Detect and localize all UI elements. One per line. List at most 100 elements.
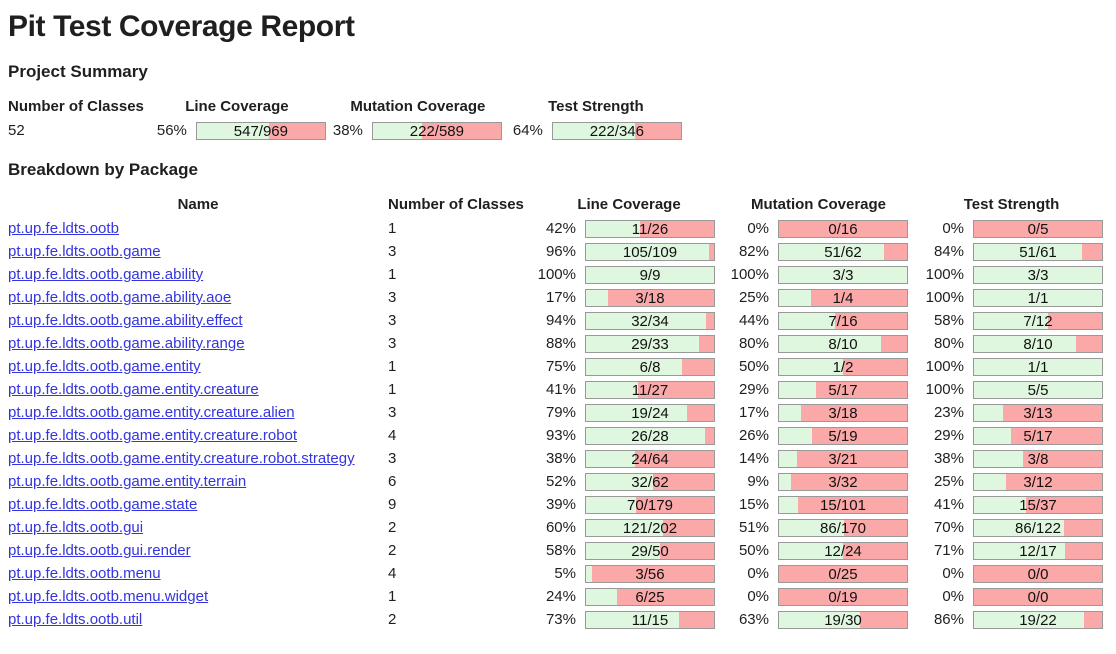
mutation-coverage-bar-fill <box>779 473 791 490</box>
line-coverage-bar: 29/50 <box>585 541 715 560</box>
mutation-coverage-bar-label: 3/3 <box>832 266 854 284</box>
line-coverage-bar: 24/64 <box>585 449 715 468</box>
test-strength-bar-fill <box>974 289 1102 306</box>
line-coverage-bar-fill <box>586 404 688 421</box>
mutation-coverage-bar-fill <box>779 335 882 352</box>
package-classes-value: 9 <box>388 496 397 513</box>
test-strength-pct: 23% <box>933 404 964 421</box>
test-strength-bar-fill <box>974 450 1023 467</box>
line-coverage-bar-label: 19/24 <box>631 404 669 422</box>
package-link[interactable]: pt.up.fe.ldts.ootb.menu <box>8 565 161 582</box>
line-coverage-bar-fill <box>586 450 635 467</box>
test-strength-bar-label: 3/12 <box>1023 473 1053 491</box>
package-row: pt.up.fe.ldts.ootb.menu 4 5% 3/56 0% 0/2… <box>8 562 1108 585</box>
test-strength-pct: 100% <box>925 381 964 398</box>
mutation-coverage-bar-fill <box>779 427 813 444</box>
package-row: pt.up.fe.ldts.ootb.game.entity.creature.… <box>8 401 1108 424</box>
test-strength-bar-fill <box>974 312 1049 329</box>
test-strength-bar-label: 3/8 <box>1027 450 1049 468</box>
test-strength-pct: 86% <box>933 611 964 628</box>
test-strength-bar-fill <box>974 519 1064 536</box>
package-link[interactable]: pt.up.fe.ldts.ootb.menu.widget <box>8 588 209 605</box>
line-coverage-bar-fill <box>586 565 593 582</box>
package-link[interactable]: pt.up.fe.ldts.ootb.game.entity.terrain <box>8 473 247 490</box>
line-coverage-bar-label: 29/33 <box>631 335 669 353</box>
line-coverage-bar-fill <box>586 358 682 375</box>
mutation-coverage-bar: 19/30 <box>778 610 908 629</box>
test-strength-pct: 84% <box>933 243 964 260</box>
line-coverage-bar-label: 3/56 <box>635 565 665 583</box>
test-strength-bar-fill <box>974 335 1077 352</box>
package-link[interactable]: pt.up.fe.ldts.ootb.game.ability.range <box>8 335 245 352</box>
mutation-coverage-bar: 1/4 <box>778 288 908 307</box>
line-coverage-pct: 96% <box>545 243 576 260</box>
package-link[interactable]: pt.up.fe.ldts.ootb.game.entity <box>8 358 201 375</box>
line-coverage-bar: 26/28 <box>585 426 715 445</box>
line-coverage-pct: 52% <box>545 473 576 490</box>
test-strength-bar-label: 7/12 <box>1023 312 1053 330</box>
summary-line-coverage-bar-fill <box>196 122 269 139</box>
test-strength-bar: 0/0 <box>973 564 1103 583</box>
mutation-coverage-bar-label: 3/32 <box>828 473 858 491</box>
package-classes-value: 3 <box>388 450 397 467</box>
package-row: pt.up.fe.ldts.ootb.game.entity 1 75% 6/8… <box>8 355 1108 378</box>
test-strength-bar-label: 1/1 <box>1027 289 1049 307</box>
package-link[interactable]: pt.up.fe.ldts.ootb.game.entity.creature.… <box>8 404 295 421</box>
package-link[interactable]: pt.up.fe.ldts.ootb.game.state <box>8 496 198 513</box>
package-link[interactable]: pt.up.fe.ldts.ootb.util <box>8 611 143 628</box>
line-coverage-bar-fill <box>586 289 608 306</box>
test-strength-bar: 3/12 <box>973 472 1103 491</box>
mutation-coverage-pct: 25% <box>738 289 769 306</box>
summary-test-strength-bar: 222/346 <box>551 121 682 140</box>
mutation-coverage-bar-label: 15/101 <box>820 496 866 514</box>
test-strength-bar: 3/3 <box>973 265 1103 284</box>
mutation-coverage-pct: 50% <box>738 358 769 375</box>
summary-row: 52 56% 547/969 38% 222/589 64% 222/346 <box>8 119 686 142</box>
test-strength-pct: 58% <box>933 312 964 329</box>
line-coverage-bar-fill <box>586 312 707 329</box>
test-strength-pct: 38% <box>933 450 964 467</box>
package-link[interactable]: pt.up.fe.ldts.ootb.gui.render <box>8 542 191 559</box>
test-strength-bar-label: 15/37 <box>1019 496 1057 514</box>
line-coverage-pct: 42% <box>545 220 576 237</box>
package-link[interactable]: pt.up.fe.ldts.ootb.game.ability.aoe <box>8 289 232 306</box>
mutation-coverage-bar-fill <box>779 496 799 513</box>
summary-test-strength-pct: 64% <box>512 122 543 139</box>
mutation-coverage-bar-label: 5/19 <box>828 427 858 445</box>
line-coverage-bar-fill <box>586 381 639 398</box>
line-coverage-bar: 11/26 <box>585 219 715 238</box>
mutation-coverage-pct: 29% <box>738 381 769 398</box>
package-link[interactable]: pt.up.fe.ldts.ootb.game.ability.effect <box>8 312 243 329</box>
package-link[interactable]: pt.up.fe.ldts.ootb.game.entity.creature.… <box>8 450 355 467</box>
test-strength-pct: 100% <box>925 289 964 306</box>
mutation-coverage-bar-label: 86/170 <box>820 519 866 537</box>
package-classes-value: 3 <box>388 335 397 352</box>
summary-line-coverage-bar: 547/969 <box>195 121 326 140</box>
package-link[interactable]: pt.up.fe.ldts.ootb.game.entity.creature.… <box>8 427 298 444</box>
package-link[interactable]: pt.up.fe.ldts.ootb <box>8 220 119 237</box>
package-link[interactable]: pt.up.fe.ldts.ootb.game.ability <box>8 266 204 283</box>
package-row: pt.up.fe.ldts.ootb.game.entity.terrain 6… <box>8 470 1108 493</box>
package-classes-value: 2 <box>388 542 397 559</box>
package-link[interactable]: pt.up.fe.ldts.ootb.game.entity.creature <box>8 381 259 398</box>
summary-test-strength-bar-label: 222/346 <box>589 122 644 140</box>
mutation-coverage-bar: 3/3 <box>778 265 908 284</box>
mutation-coverage-bar-label: 0/25 <box>828 565 858 583</box>
package-classes-value: 4 <box>388 565 397 582</box>
package-link[interactable]: pt.up.fe.ldts.ootb.game <box>8 243 161 260</box>
line-coverage-bar: 121/202 <box>585 518 715 537</box>
line-coverage-pct: 88% <box>545 335 576 352</box>
line-coverage-bar-label: 6/25 <box>635 588 665 606</box>
mutation-coverage-pct: 82% <box>738 243 769 260</box>
test-strength-bar: 51/61 <box>973 242 1103 261</box>
mutation-coverage-pct: 0% <box>747 565 769 582</box>
line-coverage-bar-label: 3/18 <box>635 289 665 307</box>
test-strength-pct: 0% <box>942 565 964 582</box>
breakdown-col-name: Name <box>177 196 219 213</box>
test-strength-bar: 3/8 <box>973 449 1103 468</box>
project-summary-heading: Project Summary <box>8 62 148 81</box>
line-coverage-bar-label: 11/27 <box>631 381 669 399</box>
summary-col-mutation-coverage: Mutation Coverage <box>350 98 486 115</box>
package-link[interactable]: pt.up.fe.ldts.ootb.gui <box>8 519 144 536</box>
breakdown-col-test-strength: Test Strength <box>963 196 1060 213</box>
